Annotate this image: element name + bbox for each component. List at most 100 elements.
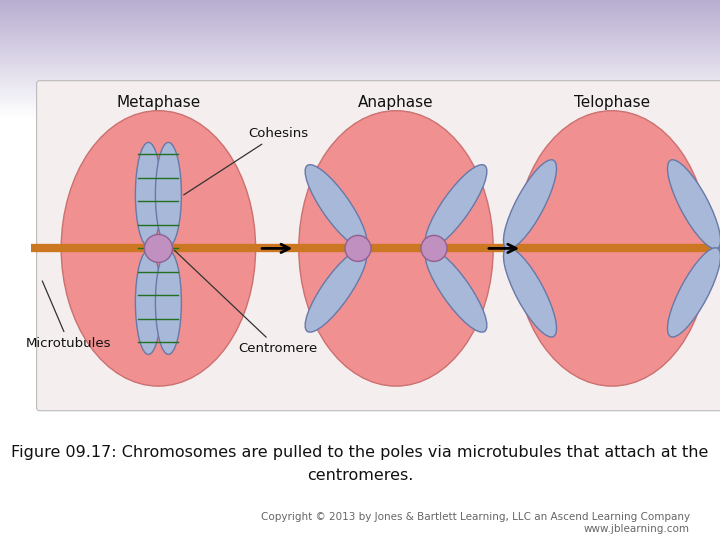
Bar (0, 82, 720, 83)
Bar (0, 71, 720, 73)
Text: Telophase: Telophase (574, 94, 650, 110)
Bar (0, 16, 720, 18)
Bar (0, 18, 720, 19)
Bar (0, 42, 720, 43)
Ellipse shape (299, 111, 493, 386)
Bar (0, 62, 720, 64)
Bar (0, 68, 720, 70)
Bar (0, 95, 720, 97)
Bar (0, 15, 720, 16)
Bar (0, 55, 720, 56)
Bar (0, 9, 720, 10)
Ellipse shape (515, 111, 709, 386)
Text: Copyright © 2013 by Jones & Bartlett Learning, LLC an Ascend Learning Company
ww: Copyright © 2013 by Jones & Bartlett Lea… (261, 512, 690, 534)
Bar (0, 86, 720, 87)
Bar (0, 67, 720, 68)
FancyBboxPatch shape (37, 80, 720, 411)
Ellipse shape (305, 165, 367, 248)
Bar (0, 119, 720, 540)
Bar (0, 89, 720, 91)
Bar (0, 0, 720, 2)
Bar (0, 31, 720, 32)
Bar (0, 10, 720, 12)
Ellipse shape (425, 165, 487, 248)
Text: Anaphase: Anaphase (358, 94, 434, 110)
Text: centromeres.: centromeres. (307, 468, 413, 483)
Bar (0, 97, 720, 98)
Bar (0, 53, 720, 55)
Bar (0, 85, 720, 86)
Bar (0, 26, 720, 28)
Ellipse shape (421, 235, 447, 261)
Ellipse shape (61, 111, 256, 386)
Bar (0, 116, 720, 117)
Bar (0, 51, 720, 52)
Bar (0, 40, 720, 42)
Ellipse shape (667, 160, 720, 249)
Bar (0, 4, 720, 6)
Bar (0, 103, 720, 104)
Bar (0, 107, 720, 109)
Text: Microtubules: Microtubules (26, 281, 112, 350)
Bar (0, 28, 720, 30)
Bar (0, 99, 720, 101)
Bar (0, 76, 720, 77)
Bar (0, 80, 720, 82)
Text: Figure 09.17: Chromosomes are pulled to the poles via microtubules that attach a: Figure 09.17: Chromosomes are pulled to … (12, 444, 708, 460)
Bar (0, 113, 720, 114)
Bar (0, 93, 720, 95)
Text: Cohesins: Cohesins (184, 127, 309, 195)
Bar (0, 98, 720, 99)
Bar (0, 30, 720, 31)
Bar (0, 8, 720, 9)
Bar (0, 74, 720, 76)
Bar (0, 12, 720, 14)
Bar (0, 32, 720, 34)
Bar (0, 36, 720, 37)
Bar (0, 109, 720, 110)
Bar (0, 56, 720, 58)
Text: Centromere: Centromere (174, 251, 318, 355)
Ellipse shape (156, 143, 181, 246)
Bar (0, 46, 720, 48)
Bar (0, 6, 720, 8)
Ellipse shape (503, 160, 557, 249)
Ellipse shape (156, 251, 181, 354)
Bar (0, 61, 720, 62)
Bar (0, 79, 720, 80)
Bar (0, 25, 720, 26)
Ellipse shape (503, 248, 557, 337)
Ellipse shape (425, 248, 487, 332)
Bar (0, 110, 720, 111)
Bar (0, 43, 720, 45)
Bar (0, 73, 720, 74)
Bar (0, 44, 720, 46)
Bar (0, 77, 720, 79)
Bar (0, 19, 720, 21)
Bar (0, 117, 720, 119)
Ellipse shape (345, 235, 371, 261)
Bar (0, 37, 720, 39)
Bar (0, 59, 720, 61)
Bar (0, 111, 720, 113)
Ellipse shape (145, 234, 172, 262)
Bar (0, 48, 720, 49)
Bar (0, 70, 720, 71)
Bar (0, 39, 720, 40)
Ellipse shape (135, 143, 161, 246)
Bar (0, 21, 720, 22)
Bar (0, 91, 720, 92)
Ellipse shape (305, 248, 367, 332)
Ellipse shape (135, 251, 161, 354)
Bar (0, 64, 720, 65)
Bar (0, 3, 720, 4)
Bar (0, 114, 720, 116)
Bar (0, 24, 720, 25)
Bar (0, 87, 720, 89)
Bar (0, 34, 720, 36)
Bar (0, 101, 720, 103)
Bar (0, 104, 720, 105)
Bar (0, 22, 720, 24)
Bar (0, 14, 720, 15)
Bar (0, 105, 720, 107)
